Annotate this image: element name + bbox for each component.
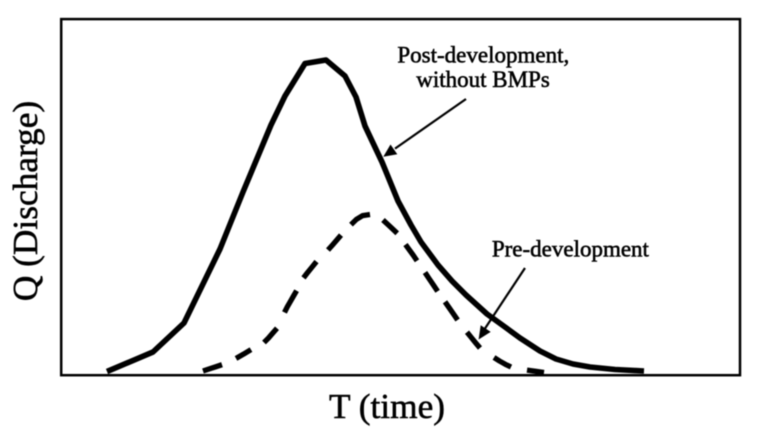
svg-text:Q (Discharge): Q (Discharge): [6, 101, 45, 301]
svg-text:without BMPs: without BMPs: [416, 67, 550, 92]
svg-text:Post-development,: Post-development,: [397, 43, 569, 68]
svg-text:Pre-development: Pre-development: [492, 236, 650, 261]
svg-text:T (time): T (time): [329, 387, 445, 426]
